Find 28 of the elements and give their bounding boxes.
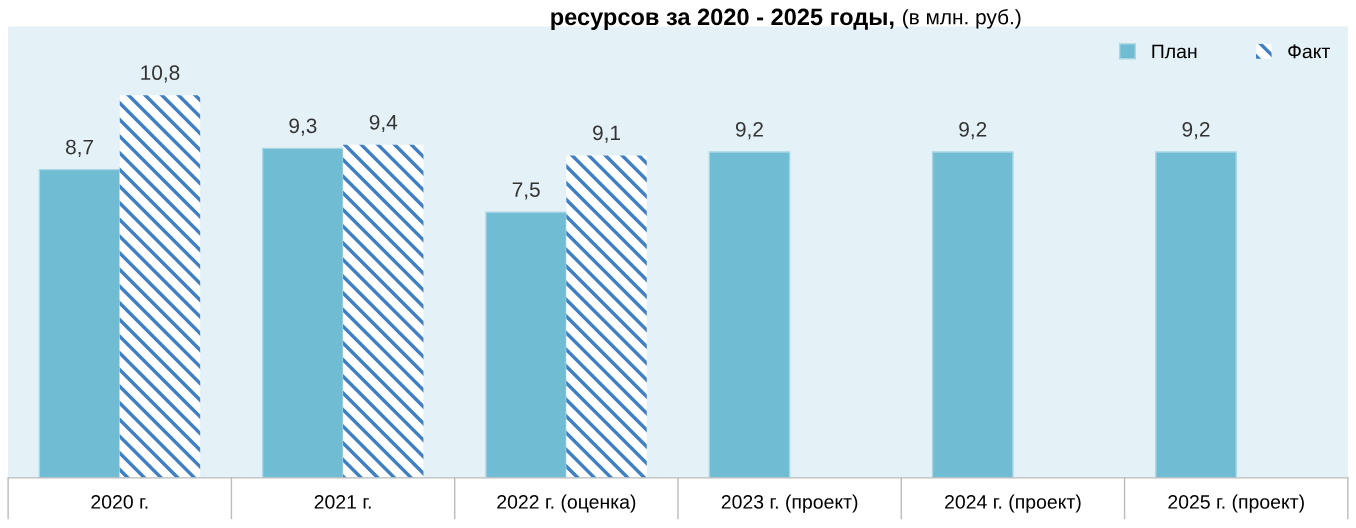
bar — [931, 151, 1014, 478]
bar — [485, 211, 568, 478]
bar — [566, 155, 647, 478]
data-label: 9,4 — [369, 114, 398, 133]
legend-label: Факт — [1288, 44, 1331, 59]
bar — [1155, 151, 1237, 478]
data-label: 9,2 — [735, 121, 763, 140]
data-label: 9,2 — [1182, 121, 1210, 140]
bar — [119, 95, 201, 478]
bar — [708, 151, 791, 478]
data-label: 9,1 — [593, 125, 621, 143]
bar — [38, 168, 121, 478]
x-tick-label: 2023 г. (проект) — [721, 494, 858, 513]
x-tick-label: 2025 г. (проект) — [1168, 494, 1304, 513]
x-tick-label: 2020 г. — [91, 495, 148, 509]
x-tick-label: 2024 г. (проект) — [945, 494, 1081, 513]
bar — [261, 147, 344, 478]
x-tick-label: 2022 г. (оценка) — [497, 494, 636, 513]
chart-title: ресурсов за 2020 - 2025 годы, — [551, 8, 894, 30]
data-label: 8,7 — [66, 139, 94, 157]
data-label: 7,5 — [512, 182, 540, 200]
legend-label: План — [1152, 44, 1197, 59]
bar — [343, 144, 424, 478]
data-label: 9,2 — [959, 121, 987, 140]
data-label: 9,3 — [289, 118, 317, 136]
chart-subtitle: (в млн. руб.) — [903, 8, 1021, 29]
data-label: 10,8 — [141, 65, 180, 83]
x-tick-label: 2021 г. — [314, 495, 371, 509]
